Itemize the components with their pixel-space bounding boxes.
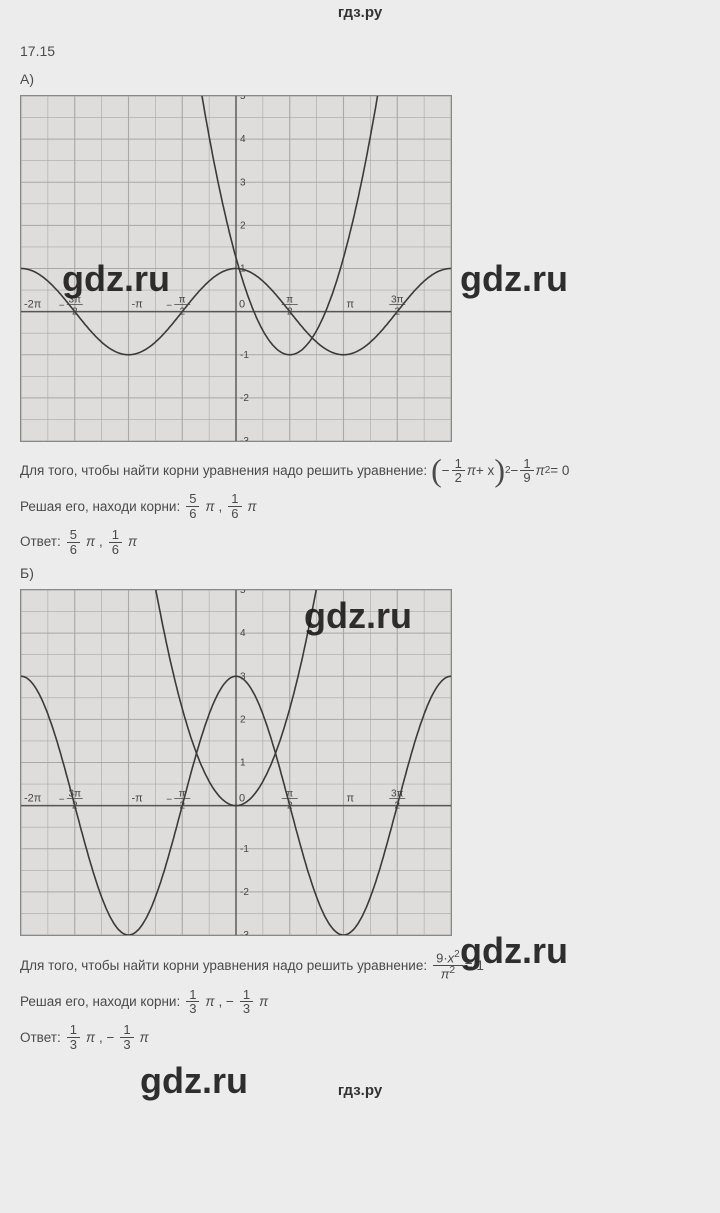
part-a-intro-line: Для того, чтобы найти корни уравнения на… bbox=[20, 456, 700, 486]
svg-text:2: 2 bbox=[72, 801, 78, 812]
part-a-intro: Для того, чтобы найти корни уравнения на… bbox=[20, 456, 427, 486]
svg-text:π: π bbox=[347, 299, 355, 311]
svg-text:2: 2 bbox=[287, 307, 293, 318]
root-1-6: 1 6 bbox=[228, 492, 241, 520]
part-a-solving: Решая его, находи корни: bbox=[20, 492, 180, 522]
part-b-solving: Решая его, находи корни: bbox=[20, 987, 180, 1017]
svg-text:π: π bbox=[347, 793, 355, 805]
svg-text:-2π: -2π bbox=[24, 793, 42, 805]
pi2: π bbox=[536, 456, 545, 486]
svg-text:2: 2 bbox=[72, 307, 78, 318]
part-b-label: Б) bbox=[20, 565, 700, 581]
svg-text:-π: -π bbox=[132, 299, 144, 311]
svg-text:3π: 3π bbox=[69, 295, 82, 306]
svg-text:2: 2 bbox=[394, 801, 400, 812]
svg-text:π: π bbox=[286, 295, 293, 306]
problem-number: 17.15 bbox=[20, 43, 700, 59]
answer-label-a: Ответ: bbox=[20, 527, 61, 557]
svg-text:-1: -1 bbox=[240, 844, 249, 855]
svg-text:π: π bbox=[179, 789, 186, 800]
svg-text:−: − bbox=[166, 795, 172, 806]
svg-text:2: 2 bbox=[240, 220, 246, 231]
svg-text:0: 0 bbox=[239, 793, 245, 805]
svg-text:0: 0 bbox=[239, 299, 245, 311]
site-header: гдз.ру bbox=[0, 0, 720, 25]
answer-label-b: Ответ: bbox=[20, 1023, 61, 1053]
chart-b: -2π− 3π2-π− π20π2π3π22π-3-2-112345 bbox=[20, 589, 452, 936]
svg-text:π: π bbox=[179, 295, 186, 306]
svg-text:-2: -2 bbox=[240, 887, 249, 898]
svg-text:3: 3 bbox=[240, 671, 246, 682]
part-b-solving-line: Решая его, находи корни: 1 3 π , − 1 3 π bbox=[20, 987, 700, 1017]
svg-text:1: 1 bbox=[240, 264, 246, 275]
svg-text:-3: -3 bbox=[240, 436, 249, 441]
page-content: 17.15 А) -2π− 3π2-π− π20π2π3π22π-3-2-112… bbox=[0, 25, 720, 1078]
part-a-equation: ( − 1 2 π + x ) 2 − 1 9 π 2 = 0 bbox=[431, 456, 569, 486]
plus-x: + x bbox=[476, 456, 494, 486]
svg-text:−: − bbox=[59, 301, 65, 312]
svg-text:-π: -π bbox=[132, 793, 144, 805]
svg-text:4: 4 bbox=[240, 134, 246, 145]
part-b-intro: Для того, чтобы найти корни уравнения на… bbox=[20, 951, 427, 981]
svg-text:2: 2 bbox=[394, 307, 400, 318]
svg-text:-3: -3 bbox=[240, 930, 249, 935]
part-b-answer-line: Ответ: 1 3 π , − 1 3 π bbox=[20, 1023, 700, 1053]
eq0: = 0 bbox=[550, 456, 569, 486]
svg-text:-2π: -2π bbox=[24, 299, 42, 311]
frac-1-9: 1 9 bbox=[520, 457, 533, 485]
part-b-equation: 9·x2 π2 = 1 bbox=[431, 950, 484, 981]
svg-text:−: − bbox=[59, 795, 65, 806]
svg-text:5: 5 bbox=[240, 590, 246, 596]
part-a-solving-line: Решая его, находи корни: 5 6 π , 1 6 π bbox=[20, 492, 700, 522]
svg-text:4: 4 bbox=[240, 628, 246, 639]
svg-text:2: 2 bbox=[179, 801, 185, 812]
part-a-label: А) bbox=[20, 71, 700, 87]
pi1: π bbox=[467, 456, 476, 486]
chart-a-svg: -2π− 3π2-π− π20π2π3π22π-3-2-112345 bbox=[21, 96, 451, 441]
part-b-intro-line: Для того, чтобы найти корни уравнения на… bbox=[20, 950, 700, 981]
svg-text:-2: -2 bbox=[240, 393, 249, 404]
chart-b-svg: -2π− 3π2-π− π20π2π3π22π-3-2-112345 bbox=[21, 590, 451, 935]
svg-text:3π: 3π bbox=[391, 789, 404, 800]
minus: − bbox=[511, 456, 519, 486]
svg-text:2: 2 bbox=[287, 801, 293, 812]
site-footer: гдз.ру bbox=[0, 1078, 720, 1103]
chart-a: -2π− 3π2-π− π20π2π3π22π-3-2-112345 bbox=[20, 95, 452, 442]
svg-text:−: − bbox=[166, 301, 172, 312]
frac-1-2: 1 2 bbox=[452, 457, 465, 485]
svg-text:3π: 3π bbox=[69, 789, 82, 800]
part-a-answer-line: Ответ: 5 6 π , 1 6 π bbox=[20, 527, 700, 557]
svg-text:2: 2 bbox=[240, 714, 246, 725]
svg-text:1: 1 bbox=[240, 758, 246, 769]
root-5-6: 5 6 bbox=[186, 492, 199, 520]
rparen: ) bbox=[494, 458, 505, 484]
neg: − bbox=[442, 456, 450, 486]
svg-text:-1: -1 bbox=[240, 350, 249, 361]
svg-text:3π: 3π bbox=[391, 295, 404, 306]
lparen: ( bbox=[431, 458, 442, 484]
svg-text:3: 3 bbox=[240, 177, 246, 188]
svg-text:5: 5 bbox=[240, 96, 246, 102]
eq1: = 1 bbox=[465, 951, 484, 981]
svg-text:2: 2 bbox=[179, 307, 185, 318]
frac-9x2-pi2: 9·x2 π2 bbox=[433, 950, 463, 981]
svg-text:π: π bbox=[286, 789, 293, 800]
